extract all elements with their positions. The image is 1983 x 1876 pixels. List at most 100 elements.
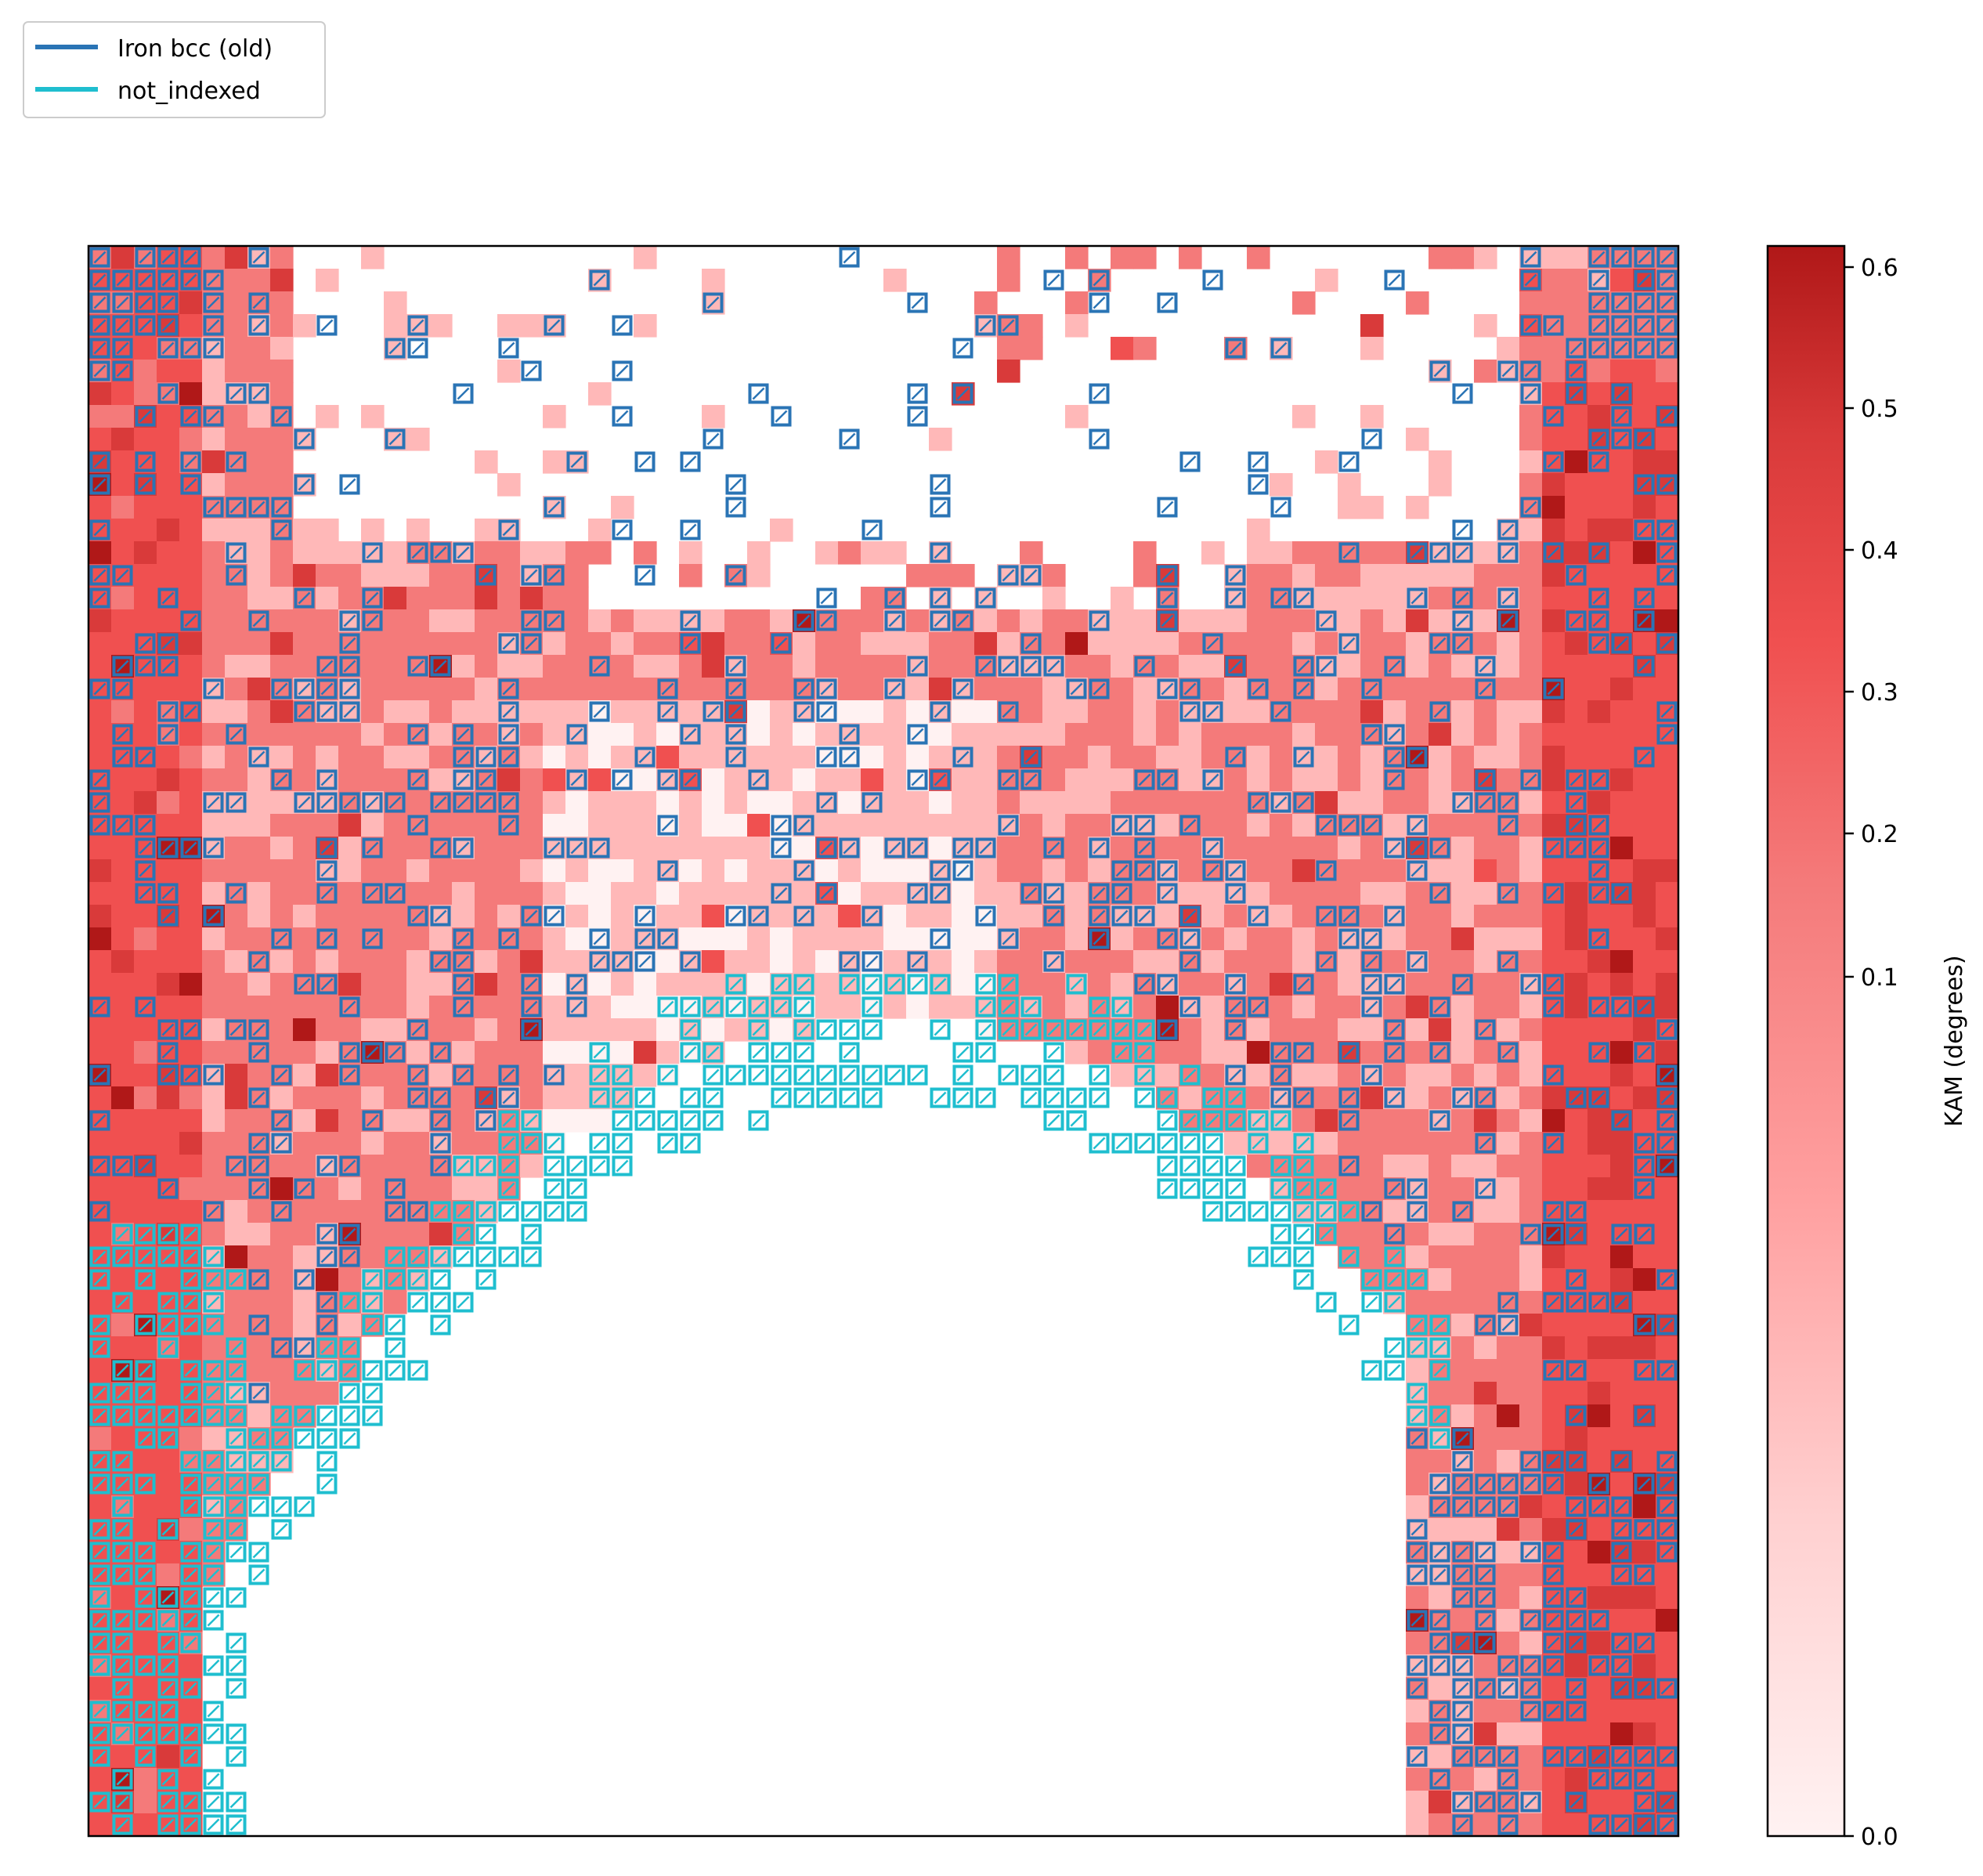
heatmap-cell (1656, 791, 1679, 815)
heatmap-cell (225, 1245, 248, 1269)
heatmap-cell (883, 269, 907, 292)
heatmap-cell (747, 973, 771, 996)
heatmap-cell (543, 655, 566, 678)
heatmap-cell (520, 837, 544, 860)
heatmap-cell (361, 655, 385, 678)
heatmap-cell (247, 791, 271, 815)
heatmap-cell (952, 950, 975, 974)
heatmap-cell (1042, 632, 1066, 656)
heatmap-cell (1133, 927, 1157, 951)
heatmap-cell (1519, 337, 1543, 360)
heatmap-cell (1270, 905, 1293, 928)
heatmap-cell (1111, 246, 1134, 269)
heatmap-cell (475, 882, 498, 905)
heatmap-cell (520, 700, 544, 724)
heatmap-cell (611, 632, 634, 656)
marker-hatch (821, 1092, 832, 1103)
heatmap-cell (634, 882, 657, 905)
heatmap-cell (1633, 837, 1656, 860)
heatmap-cell (679, 541, 703, 565)
marker-hatch (639, 1115, 650, 1126)
heatmap-cell (111, 473, 135, 497)
heatmap-cell (293, 609, 316, 633)
marker-hatch (480, 1274, 491, 1285)
heatmap-cell (1111, 837, 1134, 860)
heatmap-cell (1497, 859, 1520, 883)
marker-hatch (571, 1205, 582, 1216)
heatmap-cell (565, 882, 589, 905)
heatmap-cell (1292, 1064, 1316, 1087)
marker-hatch (1298, 1274, 1309, 1285)
heatmap-cell (929, 564, 952, 587)
marker-hatch (526, 1251, 536, 1262)
heatmap-cell (1429, 1791, 1452, 1814)
heatmap-cell (475, 1064, 498, 1087)
heatmap-cell (588, 973, 612, 996)
heatmap-cell (111, 1132, 135, 1155)
heatmap-cell (1133, 746, 1157, 769)
heatmap-cell (1201, 746, 1225, 769)
heatmap-cell (1474, 632, 1497, 656)
heatmap-cell (952, 791, 975, 815)
heatmap-cell (838, 541, 861, 565)
heatmap-cell (634, 1064, 657, 1087)
heatmap-cell (1156, 632, 1179, 656)
heatmap-cell (1406, 1245, 1429, 1269)
heatmap-cell (338, 564, 362, 587)
heatmap-cell (565, 678, 589, 701)
heatmap-cell (88, 1495, 112, 1519)
heatmap-cell (1565, 405, 1588, 428)
heatmap-cell (179, 1132, 203, 1155)
heatmap-cell (384, 541, 407, 565)
heatmap-cell (1633, 814, 1656, 837)
heatmap-cell (202, 609, 226, 633)
heatmap-cell (1383, 1155, 1407, 1178)
heatmap-cell (1111, 1064, 1134, 1087)
heatmap-cell (543, 450, 566, 474)
heatmap-cell (1292, 927, 1316, 951)
heatmap-cell (1519, 1563, 1543, 1587)
heatmap-cell (1474, 905, 1497, 928)
heatmap-cell (361, 1245, 385, 1269)
heatmap-cell (1656, 1586, 1679, 1610)
heatmap-cell (338, 1200, 362, 1224)
heatmap-cell (1201, 723, 1225, 746)
heatmap-cell (316, 814, 339, 837)
heatmap-cell (724, 632, 748, 656)
heatmap-cell (543, 950, 566, 974)
marker-hatch (1389, 1365, 1400, 1375)
heatmap-cell (1587, 1677, 1611, 1701)
heatmap-cell (475, 1041, 498, 1065)
heatmap-cell (1587, 1791, 1611, 1814)
heatmap-cell (475, 723, 498, 746)
heatmap-cell (815, 859, 839, 883)
heatmap-cell (1315, 746, 1338, 769)
heatmap-cell (1633, 382, 1656, 406)
heatmap-cell (1565, 473, 1588, 497)
heatmap-cell (1338, 723, 1361, 746)
heatmap-cell (1474, 882, 1497, 905)
heatmap-cell (475, 973, 498, 996)
heatmap-cell (1292, 700, 1316, 724)
heatmap-cell (1111, 927, 1134, 951)
heatmap-cell (974, 632, 998, 656)
heatmap-cell (588, 1018, 612, 1042)
marker-hatch (435, 1274, 446, 1285)
heatmap-cell (202, 973, 226, 996)
heatmap-cell (1565, 1245, 1588, 1269)
heatmap-cell (1610, 1359, 1634, 1383)
heatmap-cell (1656, 382, 1679, 406)
marker-hatch (412, 342, 423, 353)
heatmap-cell (656, 950, 680, 974)
heatmap-cell (1656, 1245, 1679, 1269)
heatmap-cell (1451, 1245, 1475, 1269)
heatmap-cell (497, 859, 521, 883)
heatmap-cell (452, 632, 475, 656)
marker-hatch (208, 1728, 219, 1739)
heatmap-cell (1542, 246, 1566, 269)
marker-hatch (321, 1478, 332, 1489)
heatmap-cell (316, 1018, 339, 1042)
heatmap-cell (1406, 1495, 1429, 1519)
marker-hatch (344, 479, 355, 490)
heatmap-cell (1429, 1132, 1452, 1155)
